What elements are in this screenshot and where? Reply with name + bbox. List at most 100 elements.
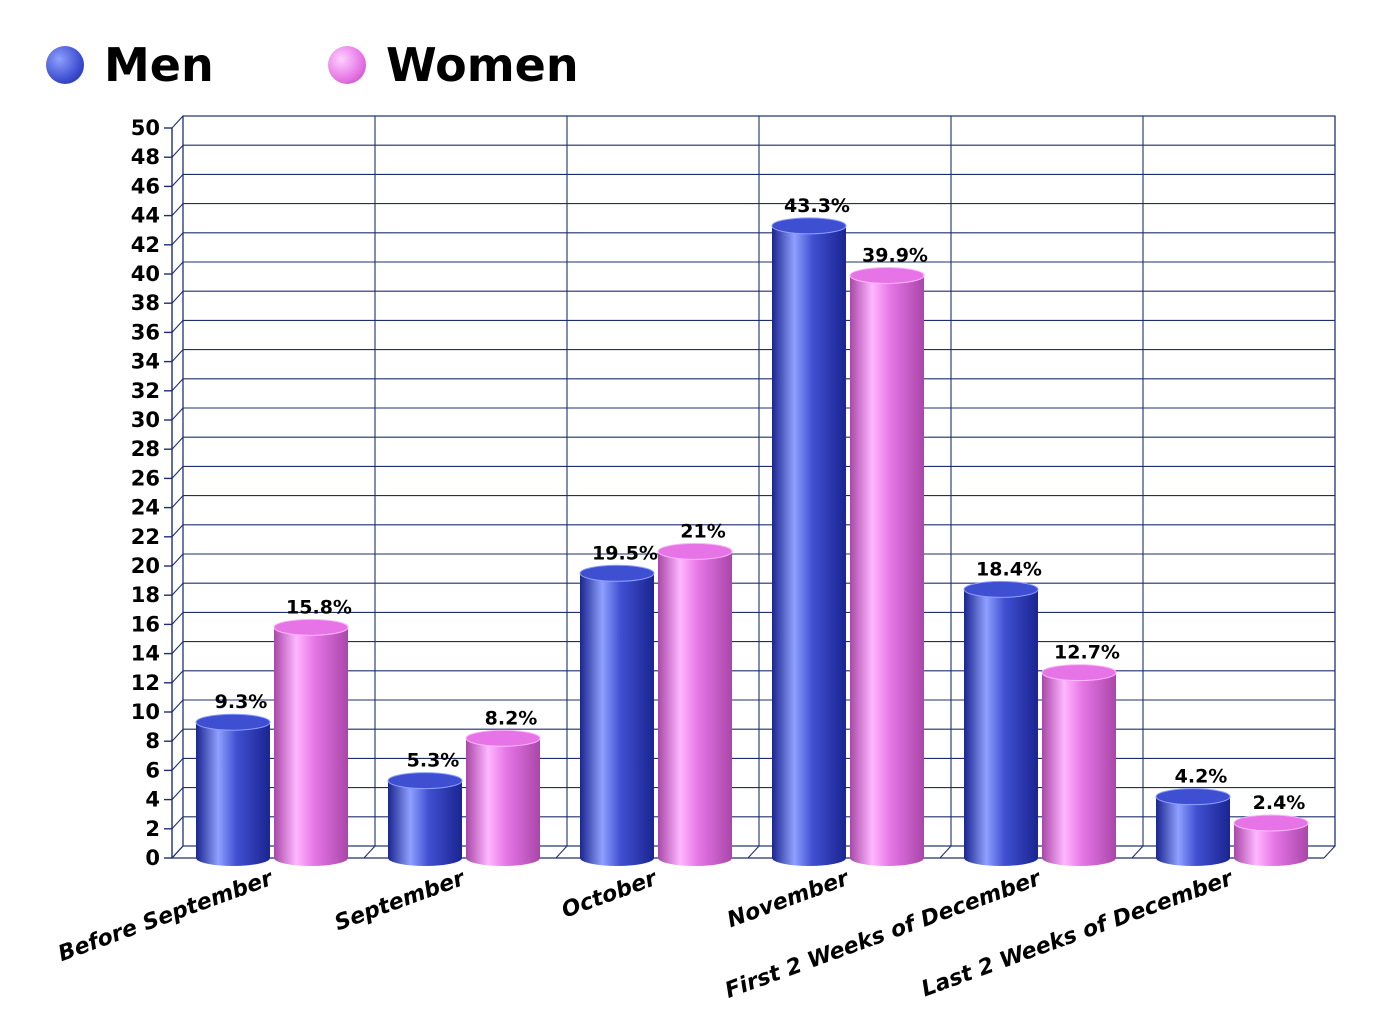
floor-line [939,845,952,859]
gridline-side [171,553,184,567]
y-tick-label: 4 [145,788,160,812]
y-tick-label: 10 [131,700,160,724]
gridline-side [171,495,184,508]
y-tick-label: 0 [145,846,160,870]
gridline-side [171,787,184,800]
y-tick-label: 26 [131,466,160,490]
data-label-women: 39.9% [862,244,928,266]
bar-cap [1155,788,1231,806]
y-tick-label: 24 [131,496,160,520]
y-tick-label: 40 [131,262,160,286]
y-tick-label: 8 [145,729,160,753]
bar-body [388,780,462,866]
bar-women [849,266,925,867]
bar-cap [963,580,1039,598]
bar-men [387,772,463,866]
bar-women [1041,664,1117,866]
bar-cap [1041,664,1117,682]
data-label-men: 18.4% [976,558,1042,580]
bar-body [850,275,924,867]
gridline-side [171,816,184,830]
y-tick-label: 14 [131,642,160,666]
bar-cap [657,542,733,560]
legend-label-men: Men [104,38,214,92]
data-label-men: 43.3% [784,195,850,217]
y-tick-label: 30 [131,408,160,432]
gridline-side [171,261,184,275]
x-tick-label: Last 2 Weeks of December [918,866,1237,1002]
floor-line [363,845,376,859]
gridline-side [171,407,184,421]
bar-cap [1233,814,1309,832]
gridline-side [171,203,184,216]
y-tick-label: 50 [131,116,160,140]
bar-men [579,564,655,866]
bar-men [963,580,1039,866]
x-tick-label: September [331,866,469,937]
floor-line [1131,845,1144,859]
x-tick-label: First 2 Weeks of December [722,866,1045,1004]
gridline-side [171,670,184,684]
floor-line [171,845,184,859]
gridline-side [171,728,184,742]
gridline-side [171,612,184,625]
legend-label-women: Women [386,38,579,92]
y-tick-label: 6 [145,758,160,782]
data-label-women: 2.4% [1253,792,1306,814]
y-tick-label: 18 [131,583,160,607]
floor-line [555,845,568,859]
y-tick-label: 20 [131,554,160,578]
gridline-side [171,115,184,129]
y-tick-label: 32 [131,379,160,403]
gridline-side [171,144,184,158]
bar-cap [387,772,463,790]
bar-body [466,738,540,866]
data-labels: 9.3% 15.8% 5.3% 8.2% 19.5% 21% 43.3% 39.9% 18.4%… [215,195,1306,814]
gridline-side [171,349,184,362]
x-tick-label: Before September [55,866,277,967]
data-label-men: 5.3% [407,750,460,772]
y-tick-label: 22 [131,525,160,549]
y-tick-label: 44 [131,204,160,228]
gridline-side [171,378,184,392]
grid [171,115,1336,859]
bars [195,217,1309,867]
x-tick-label: November [724,866,853,933]
data-label-women: 12.7% [1054,642,1120,664]
bar-women [465,729,541,866]
y-tick-label: 28 [131,437,160,461]
data-label-men: 4.2% [1175,766,1228,788]
bar-men [195,713,271,866]
y-axis: 0246810121416182022242628303234363840424… [131,116,173,870]
gridline-side [171,758,184,771]
bar-cap [195,713,271,731]
data-label-women: 21% [680,520,725,542]
gridline-side [171,436,184,450]
y-tick-label: 12 [131,671,160,695]
gridline-side [171,466,184,479]
bar-body [274,627,348,866]
gridline-side [171,641,184,654]
x-tick-label: October [559,866,662,924]
bar-body [1042,672,1116,866]
bar-men [771,217,847,866]
bar-body [658,551,732,866]
gridline-side [171,582,184,596]
bar-men [1155,788,1231,866]
bar-body [964,589,1038,866]
data-label-women: 8.2% [485,707,538,729]
bar-body [1156,796,1230,866]
gridline-side [171,320,184,333]
gridline-side [171,699,184,713]
floor-line [747,845,760,859]
bar-women [1233,814,1309,866]
bar-body [196,722,270,866]
bar-body [1234,822,1308,866]
y-tick-label: 36 [131,320,160,344]
y-tick-label: 38 [131,291,160,315]
bar-cap [465,729,541,747]
bar-cap [273,618,349,636]
y-tick-label: 16 [131,612,160,636]
floor-line [1323,845,1336,859]
